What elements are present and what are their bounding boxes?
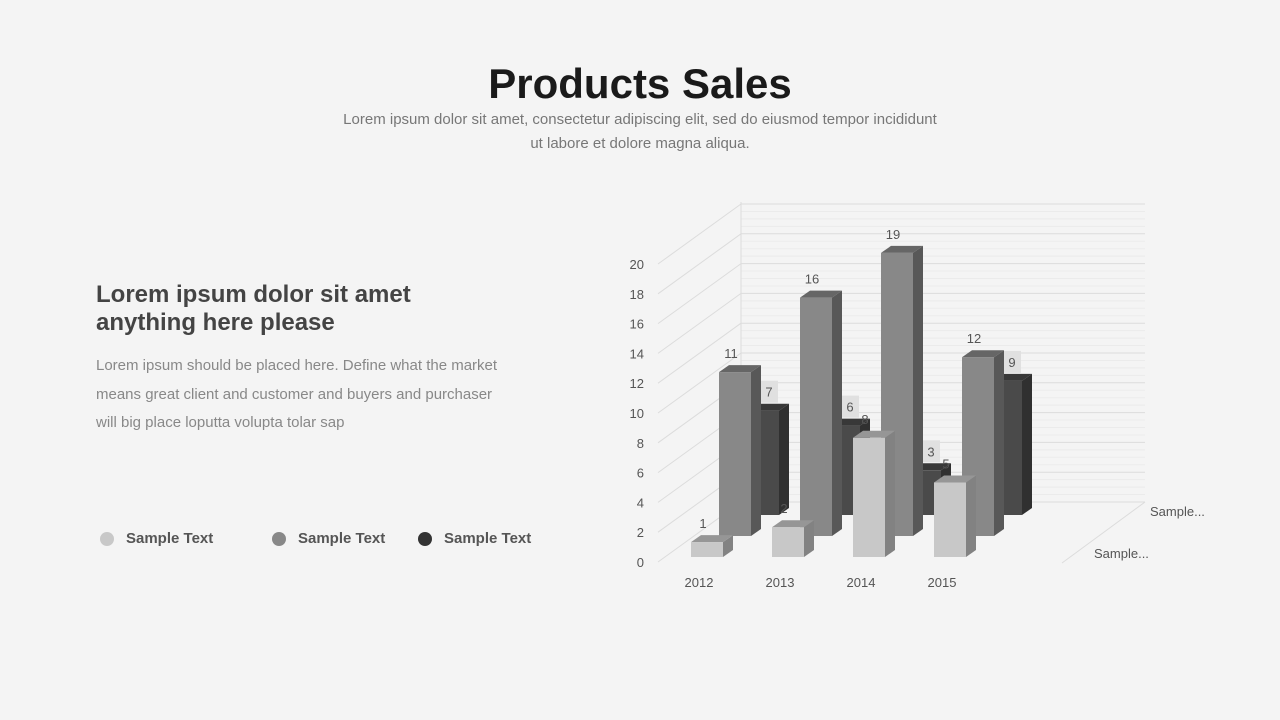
y-tick-label: 4 xyxy=(637,495,644,510)
data-label-bg xyxy=(760,380,778,403)
depth-label: Sample... xyxy=(1150,504,1205,519)
bar-side xyxy=(832,290,842,536)
page-title: Products Sales xyxy=(488,60,792,107)
bar-side xyxy=(751,365,761,536)
data-label: 6 xyxy=(846,400,853,415)
y-tick-label: 20 xyxy=(630,257,644,272)
legend-dot xyxy=(418,531,432,546)
bar-side xyxy=(723,535,733,557)
bar-top xyxy=(934,475,976,483)
data-label: 19 xyxy=(886,227,900,242)
gridline-side xyxy=(657,203,742,265)
bar-side xyxy=(779,403,789,515)
bar-side xyxy=(1022,373,1032,515)
bar-top xyxy=(772,520,814,528)
section-heading: Lorem ipsum dolor sit amet anything here… xyxy=(96,281,411,336)
data-label-bg xyxy=(1003,350,1021,373)
data-label: 9 xyxy=(1008,355,1015,370)
bar-top xyxy=(691,535,733,543)
bar-top xyxy=(719,365,761,373)
bar xyxy=(934,482,966,557)
data-label: 12 xyxy=(967,331,981,346)
x-tick-label: 2013 xyxy=(766,575,795,590)
section-body: Lorem ipsum should be placed here. Defin… xyxy=(96,357,498,431)
legend-dot xyxy=(100,531,114,546)
y-tick-label: 8 xyxy=(637,436,644,451)
y-tick-label: 12 xyxy=(630,376,644,391)
data-label-bg xyxy=(841,395,859,418)
bar xyxy=(800,297,832,536)
y-tick-label: 14 xyxy=(630,346,644,361)
gridline-side xyxy=(657,322,742,384)
data-label: 3 xyxy=(927,444,934,459)
legend-dot xyxy=(272,531,286,546)
bar-side xyxy=(994,350,1004,536)
bar-top xyxy=(800,290,842,298)
gridline-side xyxy=(657,263,742,325)
data-label: 2 xyxy=(780,501,787,516)
bar xyxy=(691,542,723,557)
floor-edge xyxy=(1061,501,1146,564)
data-label: 11 xyxy=(724,346,738,361)
bar-top xyxy=(881,245,923,253)
y-tick-label: 0 xyxy=(637,555,644,570)
bar-top xyxy=(853,430,895,438)
x-tick-label: 2015 xyxy=(928,575,957,590)
gridline-side xyxy=(657,292,742,354)
bar xyxy=(853,437,885,557)
y-tick-label: 6 xyxy=(637,466,644,481)
gridline-side xyxy=(657,233,742,295)
bar-side xyxy=(966,475,976,557)
bar xyxy=(719,372,751,536)
bar xyxy=(772,527,804,557)
data-label-bg xyxy=(922,440,940,463)
gridline-side xyxy=(657,352,742,414)
legend-label: Sample Text xyxy=(298,530,386,547)
x-tick-label: 2012 xyxy=(685,575,714,590)
legend-label: Sample Text xyxy=(444,530,532,547)
bar-side xyxy=(804,520,814,557)
data-label: 5 xyxy=(942,457,949,472)
data-label: 16 xyxy=(805,272,819,287)
legend-item-3: Sample Text xyxy=(418,530,531,547)
legend-item-2: Sample Text xyxy=(272,530,385,547)
y-tick-label: 10 xyxy=(630,406,644,421)
bar-side xyxy=(913,245,923,536)
y-tick-label: 2 xyxy=(637,525,644,540)
y-tick-label: 16 xyxy=(630,317,644,332)
data-label: 7 xyxy=(765,385,772,400)
bar-side xyxy=(885,430,895,557)
y-tick-label: 18 xyxy=(630,287,644,302)
data-label: 1 xyxy=(699,516,706,531)
page-subtitle: Lorem ipsum dolor sit amet, consectetur … xyxy=(343,111,937,152)
legend-label: Sample Text xyxy=(126,530,214,547)
bar-top xyxy=(962,350,1004,358)
depth-label: Sample... xyxy=(1094,546,1149,561)
x-tick-label: 2014 xyxy=(847,575,876,590)
data-label: 8 xyxy=(861,412,868,427)
legend-item-1: Sample Text xyxy=(100,530,213,547)
